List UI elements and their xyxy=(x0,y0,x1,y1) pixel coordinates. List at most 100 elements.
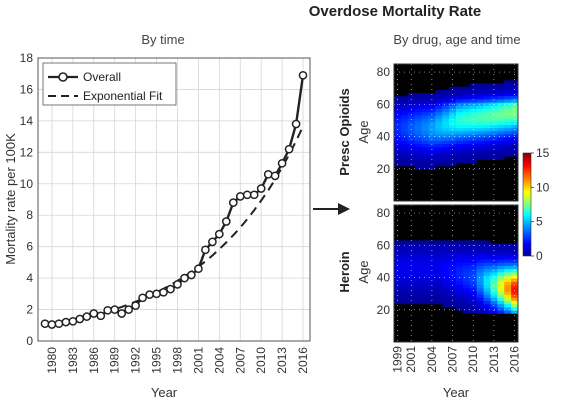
heatmap-cell xyxy=(449,156,457,160)
heatmap-cell xyxy=(462,310,471,314)
heatmap-cell xyxy=(449,271,457,276)
heatmap-cell xyxy=(462,335,471,340)
heatmap-cell xyxy=(421,303,429,308)
heatmap-cell xyxy=(483,329,491,333)
heatmap-cell xyxy=(414,89,422,94)
point-overall xyxy=(263,169,273,179)
heatmap-cell xyxy=(476,236,484,241)
heatmap-cell xyxy=(428,156,436,160)
heatmap-cell xyxy=(504,140,512,145)
heatmap-cell xyxy=(483,188,491,192)
heatmap-cell xyxy=(497,127,505,132)
heatmap-cell xyxy=(442,243,450,247)
heatmap-cell xyxy=(511,64,519,68)
heatmap-cell xyxy=(421,227,429,231)
heatmap-cell xyxy=(462,303,471,308)
heatmap-cell xyxy=(421,172,429,176)
arrow-icon xyxy=(313,203,350,215)
heatmap-cell xyxy=(469,99,478,103)
heatmap-cell xyxy=(400,146,409,151)
heatmap-cell xyxy=(511,329,519,333)
heatmap-cell xyxy=(414,172,422,176)
heatmap-cell xyxy=(456,287,464,292)
heatmap-cell xyxy=(462,313,471,317)
heatmap-cell xyxy=(476,146,484,151)
heatmap-cell xyxy=(469,95,478,100)
heatmap-cell xyxy=(414,271,422,276)
heatmap-cell xyxy=(421,156,429,160)
heatmap-cell xyxy=(504,211,512,215)
heatmap-cell xyxy=(483,92,491,97)
heatmap-cell xyxy=(469,67,478,71)
heatmap-cell xyxy=(407,188,416,192)
heatmap-cell xyxy=(428,165,436,170)
heatmap-cell xyxy=(462,236,471,241)
heatmap-cell xyxy=(497,236,505,241)
heatmap-cell xyxy=(476,310,484,314)
heatmap-cell xyxy=(435,162,443,167)
heatmap-cell xyxy=(462,165,471,170)
heatmap-cell xyxy=(407,124,416,129)
heatmap-cell xyxy=(483,185,491,189)
heatmap-cell xyxy=(407,140,416,145)
heatmap-cell xyxy=(490,227,498,231)
x-tick-label: 2007 xyxy=(233,347,247,374)
heatmap-cell xyxy=(462,191,471,196)
heatmap-y-tick-label: 40 xyxy=(377,271,391,285)
heatmap-cell xyxy=(428,246,436,251)
heatmap-cell xyxy=(449,217,457,222)
heatmap-cell xyxy=(490,73,498,78)
heatmap-cell xyxy=(476,306,484,311)
heatmap-cell xyxy=(469,335,478,340)
y-tick-label: 14 xyxy=(20,114,34,128)
heatmap-cell xyxy=(400,322,409,327)
heatmap-cell xyxy=(394,79,402,84)
heatmap-cell xyxy=(469,70,478,74)
point-overall xyxy=(242,190,252,200)
heatmap-cell xyxy=(490,294,498,298)
heatmap-cell xyxy=(462,246,471,251)
heatmap-cell xyxy=(428,265,436,270)
point-overall xyxy=(117,309,127,318)
x-tick-label: 2004 xyxy=(212,347,226,374)
heatmap-cell xyxy=(483,268,491,273)
heatmap-cell xyxy=(497,291,505,295)
heatmap-cell xyxy=(442,329,450,333)
heatmap-cell xyxy=(407,194,416,199)
heatmap-cell xyxy=(497,214,505,219)
point-overall xyxy=(187,270,196,280)
heatmap-cell xyxy=(456,159,464,164)
heatmap-cell xyxy=(483,67,491,71)
heatmap-cell xyxy=(476,322,484,327)
heatmap-cell xyxy=(462,217,471,222)
heatmap-cell xyxy=(400,249,409,254)
heatmap-cell xyxy=(414,240,422,244)
heatmap-cell xyxy=(428,214,436,219)
heatmap-cell xyxy=(511,297,519,301)
heatmap-cell xyxy=(511,284,519,289)
heatmap-cell xyxy=(414,108,422,113)
heatmap-cell xyxy=(394,73,402,78)
heatmap-cell xyxy=(449,316,457,321)
heatmap-cell xyxy=(421,127,429,132)
heatmap-cell xyxy=(456,83,464,87)
heatmap-cell xyxy=(414,197,422,202)
heatmap-cell xyxy=(421,64,429,68)
heatmap-cell xyxy=(456,118,464,122)
heatmap-cell xyxy=(469,194,478,199)
heatmap-cell xyxy=(400,224,409,228)
heatmap-cell xyxy=(476,70,484,74)
heatmap-cell xyxy=(456,281,464,286)
heatmap-cell xyxy=(407,114,416,119)
heatmap-cell xyxy=(483,236,491,241)
legend-marker-overall xyxy=(58,72,68,82)
heatmap-cell xyxy=(511,335,519,340)
heatmap-cell xyxy=(483,159,491,164)
heatmap-cell xyxy=(394,159,402,164)
heatmap-cell xyxy=(511,275,519,279)
heatmap-cell xyxy=(414,294,422,298)
heatmap-cell xyxy=(400,140,409,145)
point-overall xyxy=(145,290,154,299)
heatmap-cell xyxy=(469,265,478,270)
